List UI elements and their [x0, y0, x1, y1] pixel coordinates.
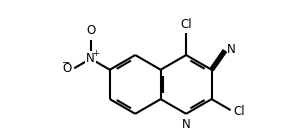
Text: −: − [62, 58, 70, 68]
Text: N: N [182, 118, 191, 131]
Text: O: O [62, 62, 72, 75]
Text: N: N [227, 43, 236, 55]
Text: N: N [86, 52, 95, 65]
Text: Cl: Cl [234, 105, 245, 118]
Text: Cl: Cl [180, 18, 192, 31]
Text: O: O [86, 24, 95, 37]
Text: +: + [92, 49, 99, 58]
